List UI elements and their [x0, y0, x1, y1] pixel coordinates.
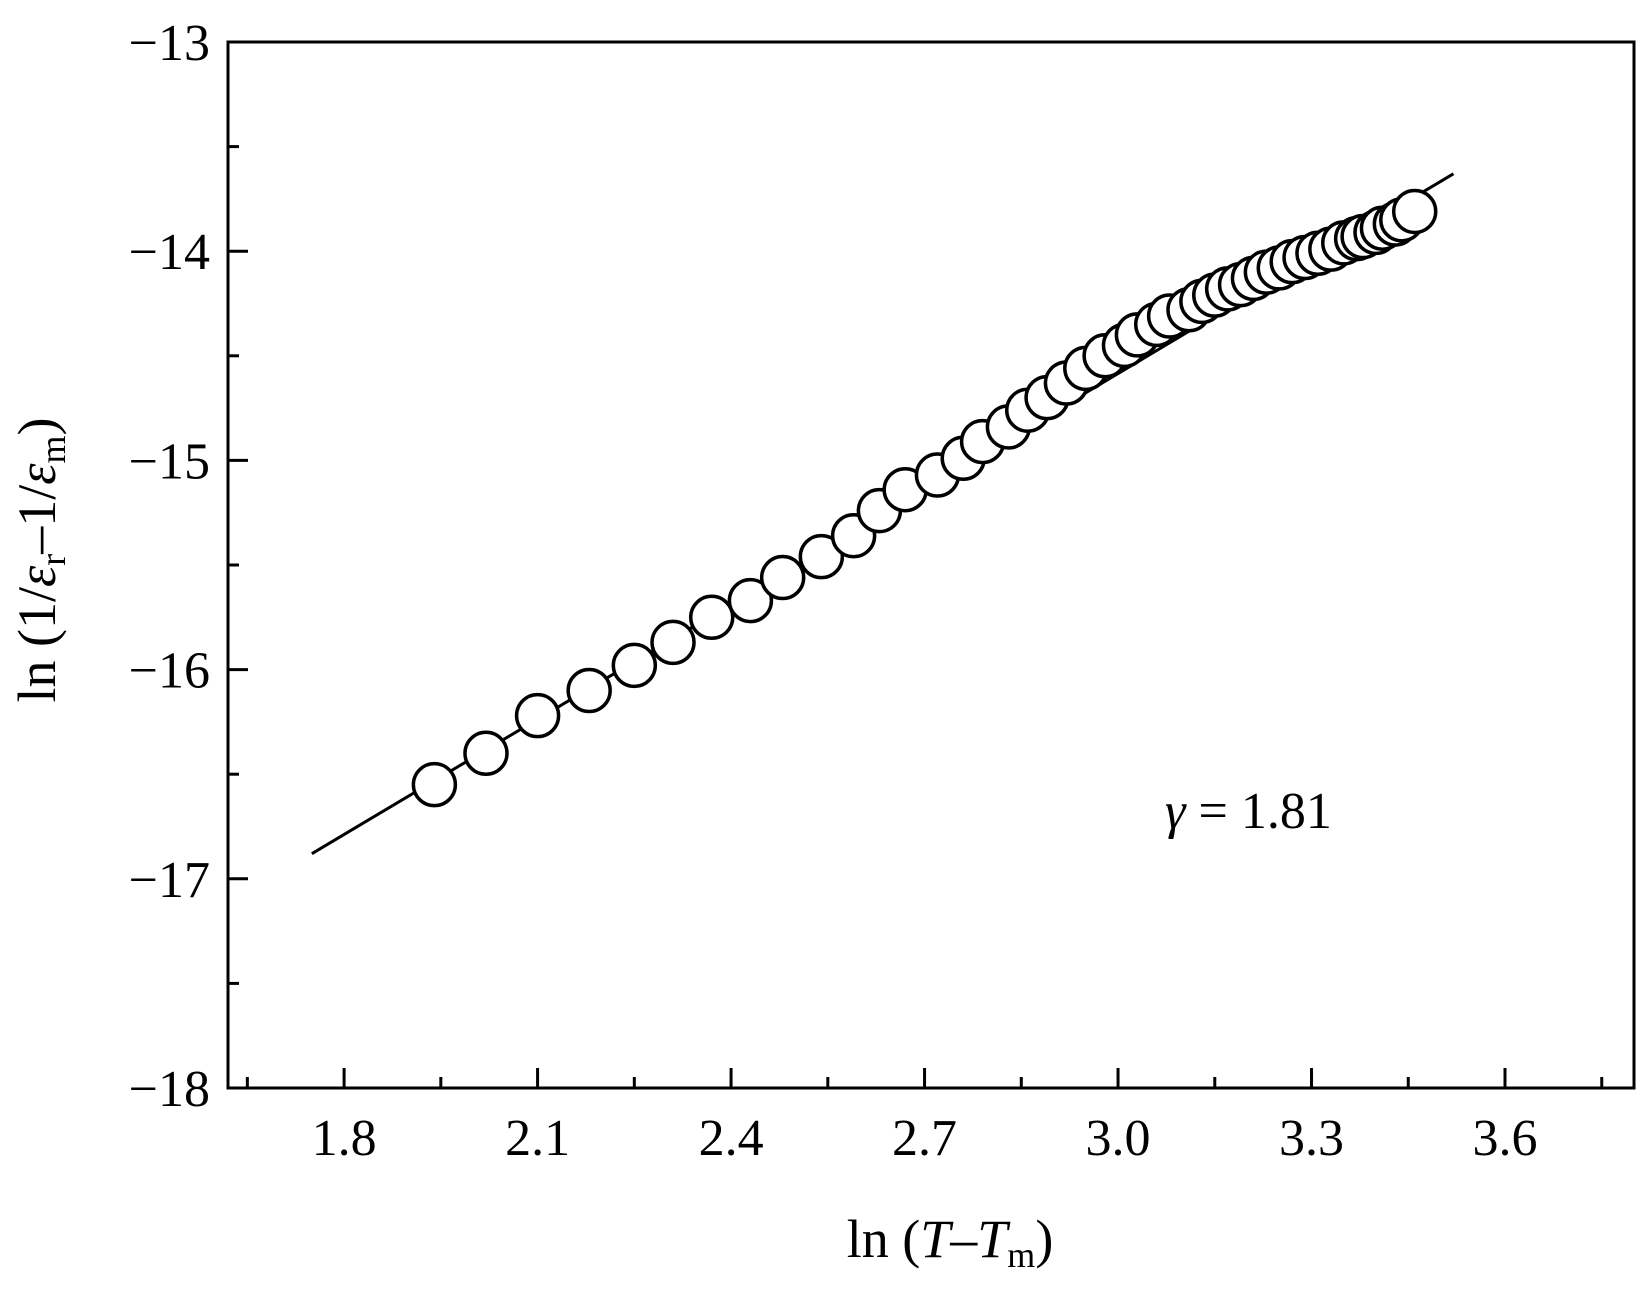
x-axis-title: ln (T–Tm): [847, 1209, 1054, 1275]
data-point: [1391, 188, 1438, 235]
x-axis-ticks: 1.8 2.1 2.4 2.7 3.0 3.3 3.6: [245, 1068, 1604, 1167]
x-tick-label: 3.3: [1279, 1110, 1344, 1167]
data-point: [463, 730, 509, 777]
x-tick-label: 3.0: [1086, 1110, 1151, 1167]
y-tick-label: −13: [129, 15, 210, 72]
data-point: [798, 533, 845, 580]
data-point: [411, 761, 458, 808]
y-tick-label: −16: [129, 643, 210, 700]
x-tick-label: 3.6: [1473, 1110, 1538, 1167]
y-tick-label: −17: [129, 852, 210, 909]
data-point: [759, 554, 806, 601]
y-axis-ticks: −18 −17 −16 −15 −14 −13: [129, 15, 248, 1118]
x-tick-label: 2.4: [699, 1110, 764, 1167]
data-point: [514, 692, 561, 739]
y-tick-label: −15: [129, 433, 210, 490]
y-axis-title: ln (1/εr–1/εm): [7, 417, 73, 702]
y-tick-label: −18: [129, 1061, 210, 1118]
data-points: [411, 188, 1438, 808]
data-point: [727, 577, 774, 624]
data-point: [650, 619, 696, 666]
x-tick-label: 2.7: [892, 1110, 957, 1167]
x-tick-label: 1.8: [312, 1110, 377, 1167]
gamma-annotation: γ = 1.81: [1165, 783, 1332, 840]
x-tick-label: 2.1: [505, 1110, 570, 1167]
y-tick-label: −14: [129, 224, 210, 281]
data-point: [611, 642, 658, 689]
data-point: [566, 667, 612, 714]
data-point: [688, 594, 735, 641]
